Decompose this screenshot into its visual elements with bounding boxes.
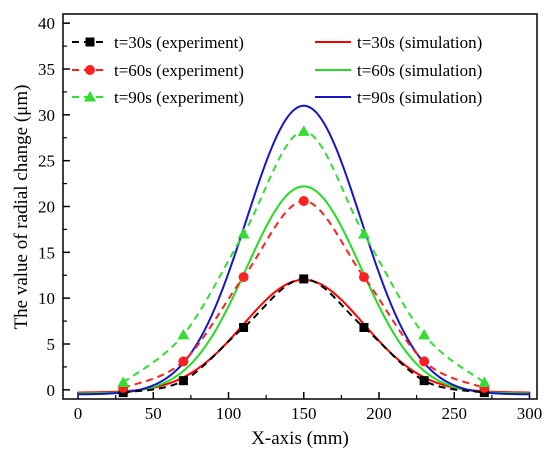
series-line-sim-2 — [78, 104, 530, 396]
y-tick-label: 30 — [38, 106, 55, 125]
data-point — [359, 323, 369, 332]
series-line-exp-2 — [122, 130, 485, 384]
legend-label: t=90s (experiment) — [114, 88, 244, 107]
data-point — [298, 196, 309, 206]
legend-label: t=30s (simulation) — [357, 33, 482, 52]
x-tick-label: 250 — [441, 404, 467, 423]
legend-marker — [84, 91, 96, 102]
data-point — [357, 228, 370, 239]
x-tick-label: 200 — [366, 404, 392, 423]
x-tick-label: 100 — [216, 404, 242, 423]
x-tick-label: 150 — [291, 404, 317, 423]
data-point — [418, 328, 431, 340]
data-point — [117, 376, 130, 387]
y-tick-label: 20 — [38, 198, 55, 217]
data-point — [478, 376, 491, 387]
data-point — [419, 376, 429, 386]
data-point — [238, 272, 249, 283]
y-axis-title: The value of radial change (μm) — [11, 85, 32, 330]
y-tick-label: 0 — [47, 381, 56, 400]
data-point — [178, 376, 188, 386]
data-point — [177, 328, 190, 340]
legend-label: t=60s (experiment) — [114, 61, 244, 80]
y-tick-label: 25 — [38, 152, 55, 171]
y-tick-label: 10 — [38, 289, 55, 308]
legend: t=30s (experiment) t=60s (experiment) t=90… — [72, 33, 482, 107]
series-line-sim-0 — [78, 278, 530, 394]
data-point — [237, 228, 250, 239]
data-point — [419, 356, 430, 367]
x-tick-label: 0 — [74, 404, 83, 423]
x-tick-label: 300 — [517, 404, 543, 423]
series-layer — [78, 104, 530, 398]
data-point — [297, 125, 310, 136]
x-axis-title: X-axis (mm) — [251, 428, 349, 449]
legend-label: t=30s (experiment) — [114, 33, 244, 52]
legend-label: t=90s (simulation) — [357, 88, 482, 107]
data-point — [358, 272, 369, 283]
legend-marker — [85, 37, 95, 47]
series-line-sim-1 — [78, 185, 530, 395]
series-line-exp-1 — [122, 199, 485, 389]
y-tick-label: 15 — [38, 243, 55, 262]
data-point — [299, 274, 309, 284]
data-point — [178, 356, 189, 367]
y-tick-label: 40 — [38, 14, 55, 33]
x-axis-ticks: 0 50 100 150 200 250 300 — [74, 392, 542, 423]
x-tick-label: 50 — [145, 404, 162, 423]
data-point — [239, 323, 249, 332]
legend-marker — [85, 65, 95, 75]
y-tick-label: 5 — [47, 335, 56, 354]
y-axis-ticks: 0 5 10 15 20 25 30 35 40 — [38, 14, 70, 400]
y-tick-label: 35 — [38, 60, 55, 79]
legend-label: t=60s (simulation) — [357, 61, 482, 80]
